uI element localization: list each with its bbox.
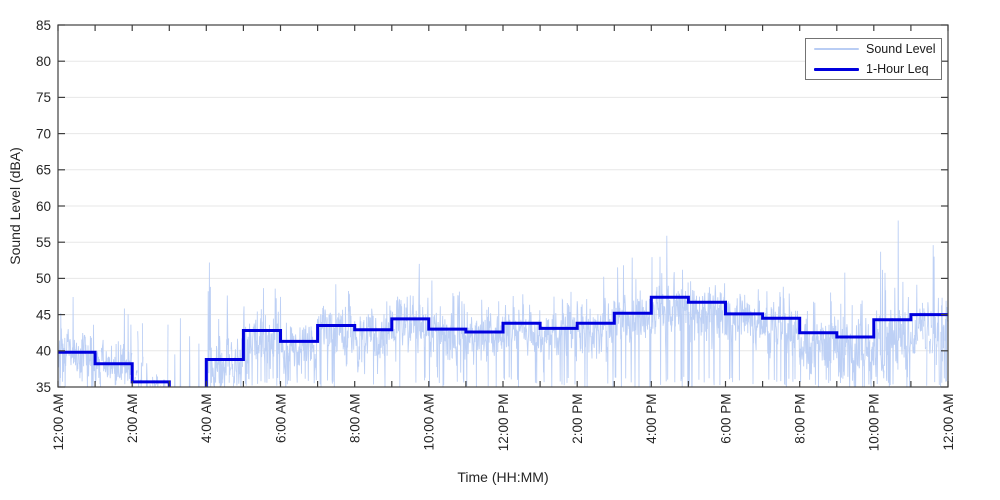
y-tick-label: 80 — [36, 54, 51, 69]
x-tick-label: 4:00 AM — [199, 394, 214, 444]
x-tick-label: 8:00 PM — [793, 394, 808, 444]
x-tick-label: 10:00 PM — [867, 394, 882, 452]
y-tick-label: 50 — [36, 271, 51, 286]
y-axis-title: Sound Level (dBA) — [7, 147, 23, 265]
y-tick-label: 55 — [36, 235, 51, 250]
x-tick-label: 12:00 PM — [496, 394, 511, 452]
y-tick-label: 85 — [36, 18, 51, 33]
x-tick-label: 6:00 AM — [273, 394, 288, 444]
x-axis-title: Time (HH:MM) — [457, 469, 549, 485]
y-tick-label: 70 — [36, 126, 51, 141]
x-tick-label: 2:00 PM — [570, 394, 585, 444]
x-tick-label: 4:00 PM — [644, 394, 659, 444]
x-tick-label: 2:00 AM — [125, 394, 140, 444]
legend-label-sound-level: Sound Level — [866, 42, 936, 56]
x-tick-label: 10:00 AM — [422, 394, 437, 451]
y-tick-label: 40 — [36, 344, 51, 359]
legend: Sound Level 1-Hour Leq — [805, 38, 942, 80]
x-tick-label: 12:00 AM — [941, 394, 956, 451]
y-tick-label: 65 — [36, 163, 51, 178]
sound-level-line-sample — [814, 48, 859, 50]
x-tick-label: 6:00 PM — [718, 394, 733, 444]
legend-entry-leq: 1-Hour Leq — [806, 61, 941, 77]
leq-line-sample — [814, 67, 859, 71]
x-tick-label: 8:00 AM — [348, 394, 363, 444]
y-tick-label: 60 — [36, 199, 51, 214]
x-tick-label: 12:00 AM — [51, 394, 66, 451]
y-tick-label: 75 — [36, 90, 51, 105]
legend-label-leq: 1-Hour Leq — [866, 62, 929, 76]
y-tick-label: 35 — [36, 380, 51, 395]
y-tick-label: 45 — [36, 307, 51, 322]
legend-entry-sound-level: Sound Level — [806, 41, 941, 57]
